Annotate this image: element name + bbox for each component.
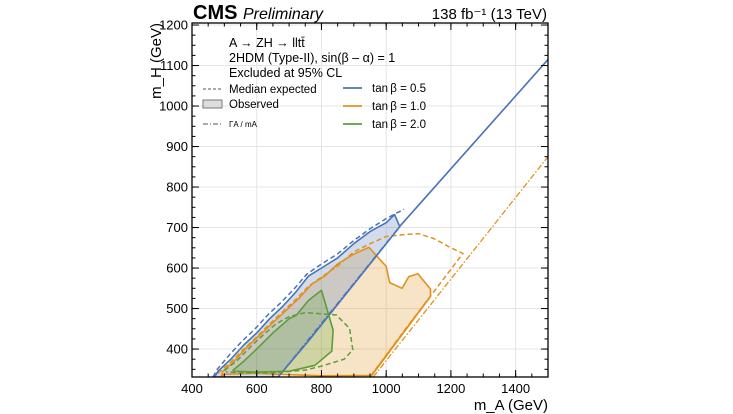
x-axis-label: m_A (GeV) (474, 397, 548, 414)
observed-fill-series-2 (233, 290, 334, 373)
observed-boundary-diagonal-series-1 (369, 295, 432, 377)
y-tick-label: 900 (166, 139, 188, 154)
legend: Median expected Observed ΓA / mA tan β =… (202, 83, 426, 131)
annotation-process: A → ZH → lltt̄ (229, 36, 305, 50)
legend-label-tanb-0.5: tan β = 0.5 (372, 83, 426, 95)
x-tick-label: 400 (181, 381, 203, 396)
expected-contour-series-2 (223, 311, 354, 374)
legend-label-tanb-1.0: tan β = 1.0 (372, 101, 426, 113)
grid (191, 23, 548, 377)
expected-contour-series-1 (217, 232, 465, 377)
y-tick-label: 1100 (160, 58, 188, 73)
x-tick-label: 800 (311, 381, 333, 396)
lumi-label: 138 fb⁻¹ (13 TeV) (432, 6, 547, 23)
y-tick-label: 1000 (159, 99, 188, 114)
annotation-model: 2HDM (Type-II), sin(β – α) = 1 (229, 51, 395, 65)
x-tick-label: 1000 (372, 381, 401, 396)
legend-label-observed: Observed (229, 99, 279, 111)
y-tick-label: 600 (166, 261, 188, 276)
legend-label-tanb-2.0: tan β = 2.0 (372, 119, 426, 131)
y-tick-label: 1200 (159, 18, 188, 33)
annotation-cl: Excluded at 95% CL (229, 66, 342, 80)
y-tick-label: 500 (166, 301, 188, 316)
observed-contour-series-0 (213, 213, 401, 377)
observed-contour-series-2 (232, 289, 334, 373)
x-tick-label: 1200 (436, 381, 465, 396)
expected-contour-series-0 (212, 208, 405, 377)
legend-filled-swatch (202, 99, 223, 109)
width-line-series-1 (372, 156, 548, 377)
legend-label-expected: Median expected (229, 84, 317, 96)
y-axis-label: m_H (GeV) (148, 23, 165, 99)
y-tick-label: 800 (166, 180, 188, 195)
legend-label-width: ΓA / mA (229, 120, 258, 129)
x-tick-label: 600 (246, 381, 268, 396)
y-tick-label: 400 (166, 342, 188, 357)
axis-ticks: 400 600 800 1000 1200 1400 400 500 600 700 800 900 1… (159, 18, 549, 396)
contour-lines (212, 58, 548, 377)
x-tick-label: 1400 (501, 381, 530, 396)
observed-boundary-diagonal-series-0 (399, 58, 548, 227)
cms-label: CMS (193, 2, 237, 24)
observed-fill-series-1 (221, 247, 431, 377)
preliminary-label: Preliminary (243, 6, 324, 23)
y-tick-label: 700 (166, 220, 188, 235)
